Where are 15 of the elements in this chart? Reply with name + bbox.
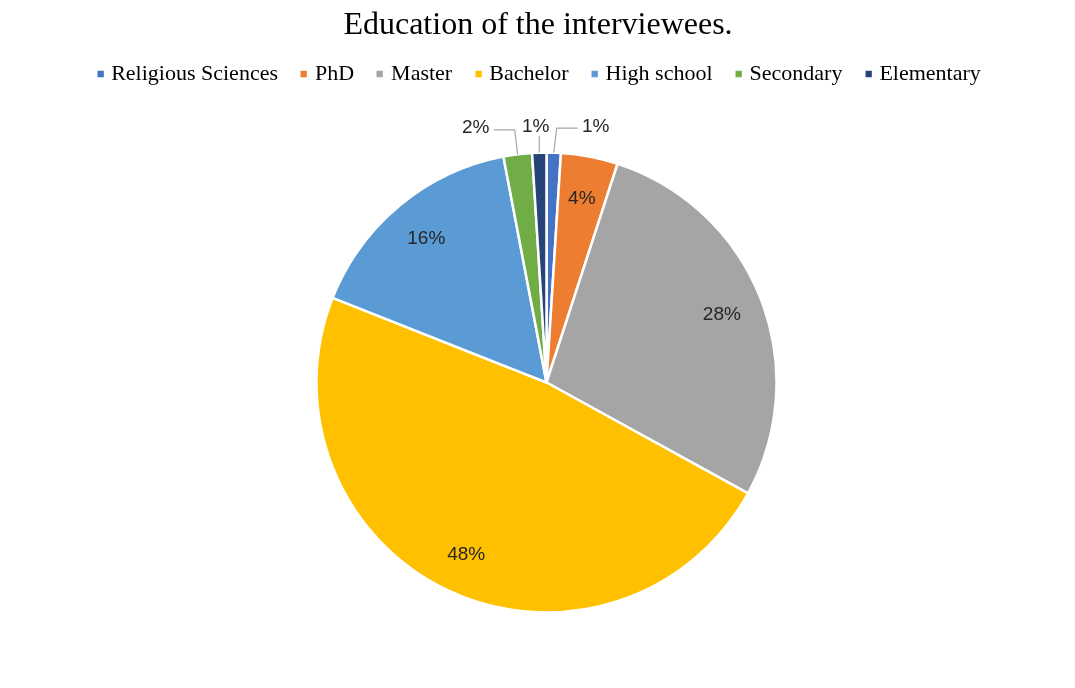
legend-label: Secondary (749, 60, 843, 86)
data-label: 1% (582, 114, 610, 136)
legend-label: Religious Sciences (111, 60, 278, 86)
legend-label: PhD (314, 60, 355, 86)
data-label: 16% (407, 226, 446, 248)
data-label: 28% (702, 302, 741, 324)
data-label: 1% (522, 114, 550, 136)
chart-title: Education of the interviewees. (343, 4, 733, 41)
legend-label: High school (605, 60, 713, 86)
legend-label: Elementary (879, 60, 981, 86)
data-label: 4% (568, 186, 596, 208)
data-label: 2% (462, 116, 490, 138)
legend-label: Master (391, 60, 453, 86)
legend-label: Bachelor (489, 60, 569, 86)
data-label: 48% (447, 542, 486, 564)
